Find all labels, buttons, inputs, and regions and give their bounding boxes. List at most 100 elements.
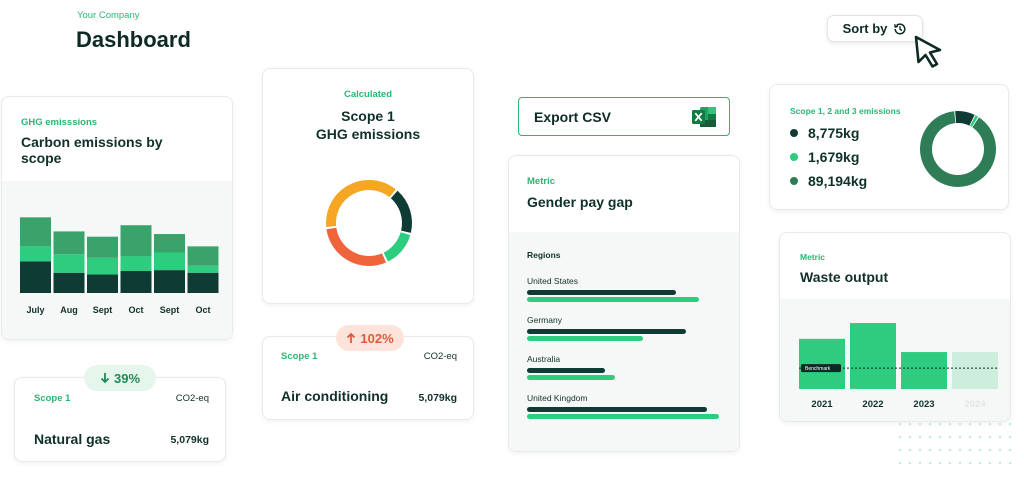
- grid-dot: [908, 461, 912, 465]
- grid-dot: [918, 422, 922, 426]
- grid-dot: [938, 448, 942, 452]
- grid-dot: [938, 461, 942, 465]
- region-bar: [527, 297, 700, 302]
- source-name: Natural gas: [34, 431, 111, 447]
- grid-dot: [928, 461, 932, 465]
- grid-dot: [968, 422, 972, 426]
- card-label: GHG emisssions: [21, 117, 98, 128]
- x-tick-label: July: [26, 305, 44, 315]
- bar: [850, 323, 896, 389]
- region-row: United States: [527, 276, 727, 304]
- waste-bar-chart: 2021 2022 2023 2024 Benchmark: [799, 323, 998, 410]
- donut-slice: [390, 190, 412, 233]
- scope1-ghg-card[interactable]: Calculated Scope 1 GHG emissions: [262, 68, 474, 304]
- grid-dot: [958, 448, 962, 452]
- legend-dot: [790, 129, 798, 137]
- donut-slice: [383, 232, 411, 262]
- legend-item: 1,679kg: [790, 149, 859, 165]
- grid-dot: [938, 422, 942, 426]
- bar-segment: [154, 252, 185, 271]
- bar-segment: [87, 274, 118, 293]
- grid-dot: [928, 422, 932, 426]
- page-title: Dashboard: [76, 27, 191, 52]
- scope123-donut-chart: [920, 111, 996, 187]
- scope-123-emissions-card[interactable]: Scope 1, 2 and 3 emissions 8,775kg 1,679…: [769, 84, 1009, 210]
- legend-value: 8,775kg: [808, 125, 860, 141]
- excel-icon: [692, 106, 716, 127]
- x-tick-label: Sept: [93, 305, 113, 315]
- legend-value: 89,194kg: [808, 173, 868, 189]
- sort-by-button[interactable]: Sort by: [827, 15, 923, 42]
- bar-segment: [154, 234, 185, 253]
- donut-slice: [920, 111, 996, 187]
- region-bar: [527, 375, 616, 380]
- card-title: Carbon emissions by scope: [21, 134, 163, 166]
- ghg-emissions-card[interactable]: GHG emisssions Carbon emissions by scope…: [1, 96, 233, 340]
- natural-gas-card[interactable]: Scope 1 CO2-eq Natural gas 5,079kg: [14, 377, 226, 462]
- gender-pay-gap-card[interactable]: Metric Gender pay gap Regions United Sta…: [508, 155, 740, 452]
- scope-label: Scope 1: [34, 393, 71, 404]
- grid-dot: [978, 461, 982, 465]
- badge-value: 39%: [113, 370, 141, 386]
- grid-dot: [918, 461, 922, 465]
- grid-dot: [958, 461, 962, 465]
- bar: [901, 352, 947, 389]
- grid-dot: [898, 448, 902, 452]
- region-row: Australia: [527, 354, 727, 382]
- legend-dot: [790, 153, 798, 161]
- bar-segment: [187, 246, 219, 266]
- bar-segment: [120, 225, 152, 257]
- bar-segment: [87, 257, 118, 275]
- region-bar: [527, 290, 676, 295]
- source-value: 5,079kg: [418, 392, 457, 404]
- bar-segment: [20, 217, 51, 247]
- bar-segment: [53, 254, 85, 273]
- grid-dot: [998, 435, 1002, 439]
- grid-dot: [998, 461, 1002, 465]
- grid-dot: [998, 422, 1002, 426]
- grid-dot: [948, 435, 952, 439]
- title-line-2: GHG emissions: [315, 126, 421, 142]
- export-csv-button[interactable]: Export CSV: [518, 97, 730, 136]
- air-conditioning-card[interactable]: Scope 1 CO2-eq Air conditioning 5,079kg: [262, 336, 474, 420]
- bar-segment: [20, 246, 51, 262]
- x-tick-label: 2021: [811, 399, 833, 410]
- grid-dot: [908, 422, 912, 426]
- waste-chart-area: 2021 2022 2023 2024 Benchmark: [780, 299, 1010, 421]
- title-line-1: Scope 1: [341, 108, 395, 124]
- x-tick-label: 2023: [913, 399, 934, 410]
- bar-segment: [53, 231, 85, 255]
- grid-dot: [948, 461, 952, 465]
- legend-item: 89,194kg: [790, 173, 867, 189]
- grid-dot: [948, 422, 952, 426]
- region-name: Australia: [527, 354, 561, 364]
- benchmark-label: Benchmark: [805, 366, 831, 372]
- bar-segment: [187, 272, 219, 293]
- waste-output-card[interactable]: Metric Waste output 2021 2022 2023 2024 Benc…: [779, 232, 1011, 422]
- grid-dot: [958, 435, 962, 439]
- grid-dot: [968, 461, 972, 465]
- region-bar: [527, 407, 708, 412]
- legend-item: 8,775kg: [790, 125, 859, 141]
- badge-value: 102%: [360, 330, 394, 346]
- company-name: Your Company: [77, 10, 140, 21]
- bar-segment: [120, 271, 152, 293]
- card-label: Metric: [527, 176, 555, 187]
- region-row: United Kingdom: [527, 393, 727, 421]
- card-title: Gender pay gap: [527, 194, 633, 210]
- scope-label: Scope 1: [281, 351, 318, 362]
- donut-slice: [955, 111, 975, 126]
- stacked-bar-chart: July Aug Sept Oct Sept Oct: [20, 217, 219, 315]
- legend-dot: [790, 177, 798, 185]
- donut-slice: [969, 115, 979, 127]
- grid-dot: [908, 435, 912, 439]
- benchmark-tag: [801, 364, 841, 373]
- export-label: Export CSV: [534, 108, 612, 125]
- grid-dot: [1008, 461, 1012, 465]
- region-bar: [527, 329, 686, 334]
- grid-dot: [988, 448, 992, 452]
- grid-dot: [958, 422, 962, 426]
- decorative-dot-grid: [898, 422, 1012, 465]
- grid-dot: [898, 422, 902, 426]
- x-tick-label: Sept: [160, 305, 180, 315]
